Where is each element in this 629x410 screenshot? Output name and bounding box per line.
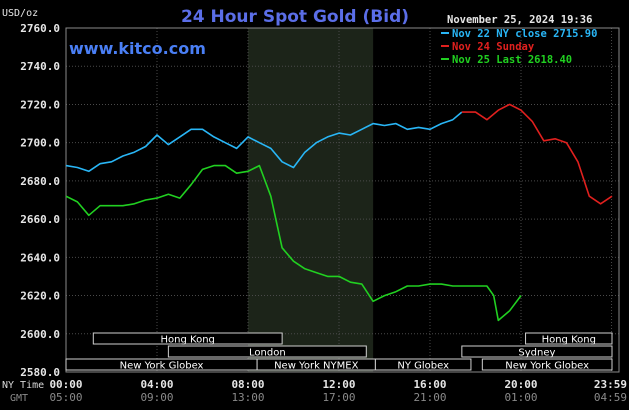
x-tick-label-ny: 08:00 [231, 378, 264, 391]
y-unit-label: USD/oz [2, 8, 38, 19]
x-tick-label-gmt: 09:00 [140, 391, 173, 404]
market-sessions: Hong Kong Hong Kong London Sydney New York G… [65, 332, 613, 372]
y-tick-label: 2660.0 [20, 213, 60, 226]
y-tick-label: 2620.0 [20, 290, 60, 303]
session-label: Hong Kong [542, 335, 596, 346]
x-tick-label-ny: 16:00 [413, 378, 446, 391]
session-bar [374, 358, 472, 371]
x-tick-label-gmt: 05:00 [49, 391, 82, 404]
session-bar [481, 358, 613, 371]
session-label: New York Globex [120, 361, 204, 372]
x-tick-label-gmt: 13:00 [231, 391, 264, 404]
session-label: Sydney [518, 348, 555, 359]
y-tick-label: 2720.0 [20, 98, 60, 111]
x-tick-label-gmt: 01:00 [504, 391, 537, 404]
y-tick-label: 2680.0 [20, 175, 60, 188]
session-label: New York NYMEX [274, 361, 359, 372]
x-tick-label-gmt: 17:00 [322, 391, 355, 404]
plot-border [65, 27, 620, 373]
ny-trading-shade [248, 28, 374, 372]
y-tick-label: 2740.0 [20, 60, 60, 73]
y-tick-label: 2640.0 [20, 251, 60, 264]
session-bar [92, 332, 283, 345]
session-bar [461, 345, 613, 358]
series-line-2 [65, 164, 522, 322]
website-link[interactable]: www.kitco.com [69, 39, 206, 58]
session-label: London [249, 348, 286, 359]
x-tick-label-ny: 04:00 [140, 378, 173, 391]
legend-nov24: Nov 24 Sunday [452, 41, 535, 53]
x-tick-label-ny: 12:00 [322, 378, 355, 391]
y-tick-label: 2580.0 [20, 366, 60, 379]
series-line-0 [65, 111, 463, 173]
series-line-1 [461, 103, 613, 205]
legend-nov22: Nov 22 NY close 2715.90 [452, 28, 597, 40]
session-bar [167, 345, 367, 358]
session-bar [525, 332, 613, 345]
legend: Nov 22 NY close 2715.90 Nov 24 Sunday No… [441, 28, 597, 66]
x-tick-label-gmt: 04:59 [594, 391, 627, 404]
y-tick-label: 2600.0 [20, 328, 60, 341]
x-tick-label-gmt: 21:00 [413, 391, 446, 404]
legend-nov25: Nov 25 Last 2618.40 [452, 54, 572, 66]
y-axis-ticks: 2760.0 2740.0 2720.0 2700.0 2680.0 2660.0 2640… [20, 22, 60, 379]
y-tick-label: 2700.0 [20, 137, 60, 150]
plot-area [65, 27, 620, 373]
session-label: NY Globex [397, 361, 449, 372]
y-tick-label: 2760.0 [20, 22, 60, 35]
date-stamp: November 25, 2024 19:36 [447, 14, 592, 26]
ny-time-row-label: NY Time [2, 380, 44, 391]
session-label: Hong Kong [161, 335, 215, 346]
x-tick-label-ny: 23:59 [594, 378, 627, 391]
x-tick-label-ny: 20:00 [504, 378, 537, 391]
session-label: New York Globex [505, 361, 589, 372]
x-tick-label-ny: 00:00 [49, 378, 82, 391]
gmt-row-label: GMT [10, 393, 28, 404]
chart-title: 24 Hour Spot Gold (Bid) [181, 7, 409, 27]
